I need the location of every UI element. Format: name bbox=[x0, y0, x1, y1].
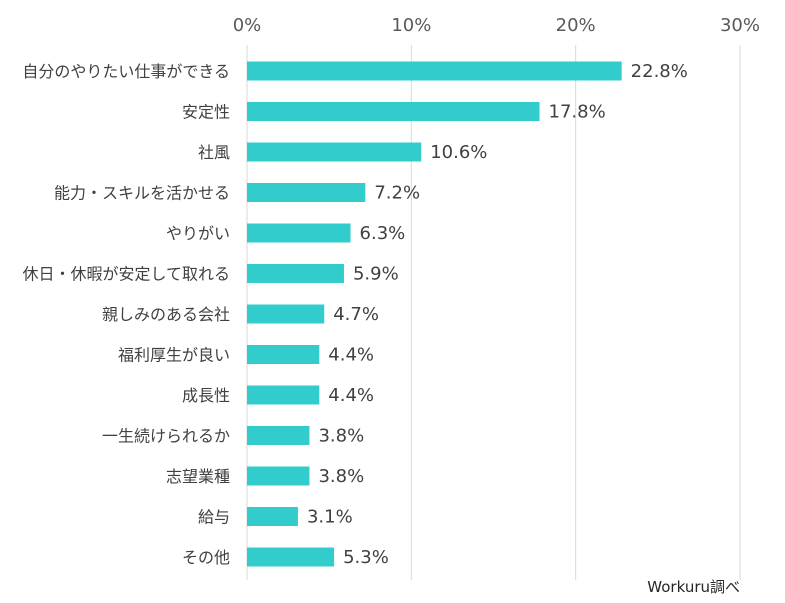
value-label-5: 6.3% bbox=[360, 223, 406, 244]
category-label-9: 成長性 bbox=[182, 386, 230, 405]
category-label-5: やりがい bbox=[166, 224, 230, 243]
bars bbox=[247, 61, 622, 567]
value-label-11: 3.8% bbox=[318, 466, 364, 487]
category-label-13: その他 bbox=[182, 548, 230, 567]
category-label-8: 福利厚生が良い bbox=[118, 346, 230, 365]
bar-1 bbox=[247, 61, 622, 81]
category-label-10: 一生続けられるか bbox=[102, 427, 230, 446]
value-label-7: 4.7% bbox=[333, 304, 379, 325]
value-label-6: 5.9% bbox=[353, 264, 399, 285]
value-label-13: 5.3% bbox=[343, 547, 389, 568]
bar-2 bbox=[247, 102, 540, 121]
value-label-1: 22.8% bbox=[631, 61, 688, 82]
category-labels: 自分のやりたい仕事ができる安定性社風能力・スキルを活かせるやりがい休日・休暇が安… bbox=[22, 62, 230, 567]
bar-9 bbox=[247, 385, 320, 405]
x-tick-label-10: 10% bbox=[391, 15, 431, 36]
x-tick-label-0: 0% bbox=[233, 15, 262, 36]
x-tick-label-20: 20% bbox=[556, 15, 596, 36]
bar-5 bbox=[247, 223, 351, 243]
category-label-2: 安定性 bbox=[182, 103, 230, 122]
bar-10 bbox=[247, 426, 310, 445]
value-labels: 22.8% 17.8% 10.6% 7.2% 6.3% 5.9% 4.7% 4.4% 4.4% 3… bbox=[307, 61, 688, 568]
value-label-10: 3.8% bbox=[318, 426, 364, 447]
value-label-9: 4.4% bbox=[328, 385, 374, 406]
value-label-8: 4.4% bbox=[328, 345, 374, 366]
category-label-4: 能力・スキルを活かせる bbox=[54, 184, 230, 203]
category-label-12: 給与 bbox=[198, 508, 230, 527]
bar-13 bbox=[247, 547, 335, 567]
value-label-12: 3.1% bbox=[307, 507, 353, 528]
value-label-4: 7.2% bbox=[374, 183, 420, 204]
bar-4 bbox=[247, 183, 366, 202]
bar-3 bbox=[247, 142, 422, 162]
category-label-6: 休日・休暇が安定して取れる bbox=[22, 265, 230, 284]
category-label-1: 自分のやりたい仕事ができる bbox=[22, 62, 230, 81]
x-tick-label-30: 30% bbox=[720, 15, 760, 36]
bar-6 bbox=[247, 264, 344, 283]
bar-11 bbox=[247, 466, 310, 486]
value-label-2: 17.8% bbox=[549, 102, 606, 123]
x-axis-ticks: 0% 10% 20% 30% bbox=[233, 15, 760, 36]
category-label-11: 志望業種 bbox=[166, 467, 230, 486]
bar-7 bbox=[247, 304, 325, 324]
value-label-3: 10.6% bbox=[430, 142, 487, 163]
bar-8 bbox=[247, 345, 320, 364]
bar-12 bbox=[247, 507, 298, 526]
category-label-3: 社風 bbox=[198, 143, 230, 162]
category-label-7: 親しみのある会社 bbox=[102, 305, 230, 324]
source-note: Workuru調べ bbox=[647, 578, 740, 596]
